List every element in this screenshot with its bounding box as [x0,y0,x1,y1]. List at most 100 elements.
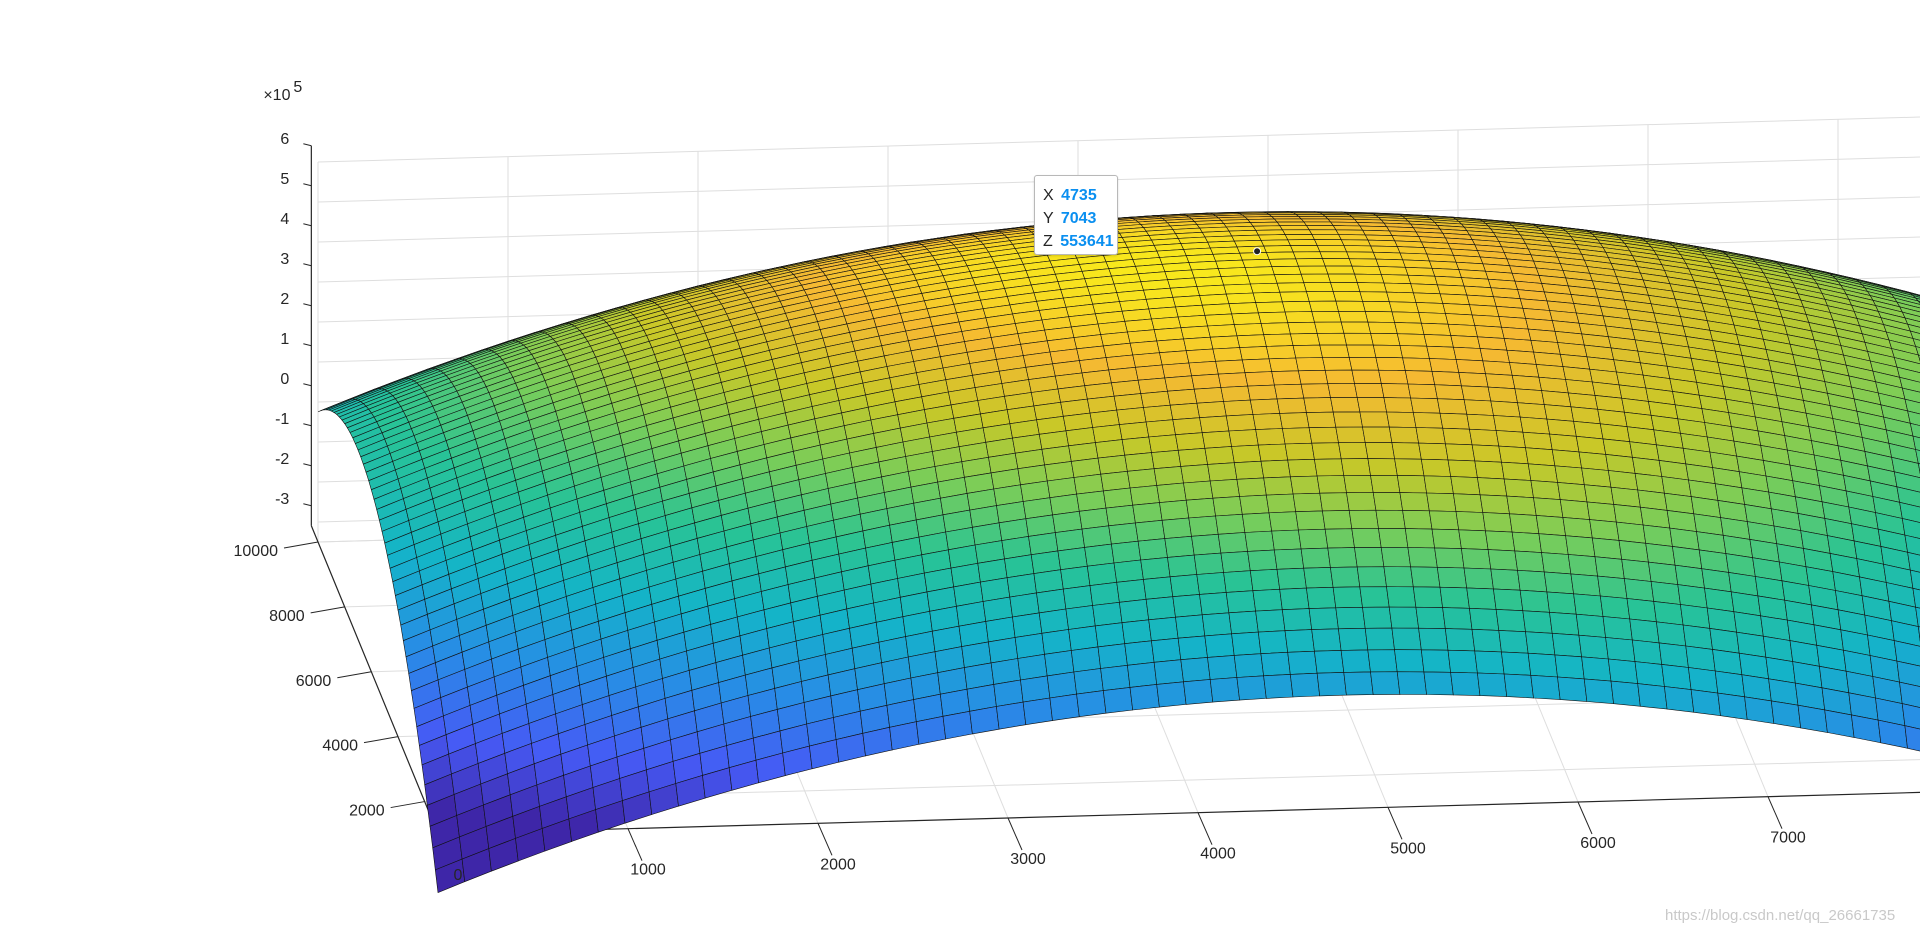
surface-face [1260,651,1291,677]
datatip-marker[interactable] [1253,247,1262,256]
surface-face [1057,547,1088,571]
surface-face [1284,442,1315,461]
surface-face [1343,332,1374,346]
x-tick-mark [817,823,833,856]
z-tick-mark [303,503,312,507]
surface-face [1140,557,1171,580]
surface-face [1343,671,1374,696]
surface-face [1148,616,1179,642]
surface-face [1525,447,1556,467]
surface-face [1300,547,1331,569]
surface-face [1479,494,1510,515]
surface-face [1073,668,1104,695]
surface-face [1308,426,1339,444]
surface-face [1394,649,1425,673]
surface-face [1428,510,1460,531]
surface-face [1503,673,1534,699]
surface-face [1113,559,1144,583]
surface-face [1591,537,1623,560]
surface-face [1396,333,1428,347]
surface-face [1904,398,1920,415]
surface-face [1522,610,1553,634]
surface-face [1266,345,1297,360]
surface-face [1364,311,1395,323]
watermark: https://blog.csdn.net/qq_26661735 [1665,907,1896,924]
z-tick-mark [303,223,312,227]
surface-face [1463,567,1494,590]
surface-face [1386,411,1417,428]
surface-face [1207,655,1238,680]
surface-face [1356,397,1387,413]
surface-face [1573,593,1604,617]
surface-face [1268,258,1299,268]
surface-face [1356,282,1387,293]
surface-face [1383,566,1414,588]
surface-face [1303,397,1334,413]
surface-face [1402,259,1433,269]
surface-face [1680,604,1711,629]
surface-face [1404,370,1436,386]
surface-face [1172,594,1203,618]
surface-face [1575,613,1606,638]
surface-face [1583,484,1615,505]
surface-face [1249,568,1281,592]
surface-face [1623,578,1655,602]
surface-face [1169,574,1200,598]
surface-face [1346,344,1377,358]
surface-face [1046,671,1077,699]
surface-face [1255,609,1286,633]
surface-face [1290,475,1321,495]
surface-face [1346,492,1377,511]
surface-face [1477,336,1508,351]
surface-face [1509,513,1540,535]
surface-face [1129,684,1160,711]
surface-face [1223,399,1254,417]
z-tick-mark [303,183,312,187]
surface-face [1372,251,1404,261]
surface-face [1450,671,1481,696]
surface-face [1495,609,1526,633]
surface-face [1271,370,1302,386]
surface-face [1215,513,1246,535]
surface-face [1437,398,1468,415]
surface-face [1442,607,1473,630]
surface-face [1314,321,1345,334]
surface-face [1431,370,1462,387]
surface-face [1490,400,1521,418]
surface-face [1402,357,1433,372]
surface-face [1316,475,1347,494]
surface-face [1541,552,1572,575]
surface-mesh[interactable] [317,211,1920,894]
surface-face [1022,697,1053,726]
surface-face [1493,415,1524,433]
surface-face [1311,310,1342,323]
surface-face [1554,465,1585,486]
surface-face [1581,656,1612,682]
surface-face [1607,658,1639,684]
surface-face [1396,475,1427,494]
surface-face [1332,225,1364,231]
surface-face [1362,606,1393,629]
surface-face [1196,284,1227,296]
surface-face [1517,402,1548,420]
surface-face [1346,251,1377,260]
surface-face [1402,510,1433,530]
surface-face [1554,654,1585,680]
surface-face [1479,348,1510,363]
surface-face [1407,274,1438,286]
surface-face [1453,346,1484,362]
surface-face [1482,512,1513,533]
surface-face [1314,650,1345,674]
surface-face [1124,640,1155,666]
surface-face [1100,664,1131,691]
surface-face [1233,323,1265,337]
surface-face [1407,383,1438,400]
surface-face [1233,653,1264,678]
surface-face [1383,282,1414,294]
surface-face [1204,446,1235,465]
surface-face [1442,427,1473,446]
datatip[interactable]: X 4735 Y 7043 Z 553641 [1034,175,1118,255]
surface-face [1159,499,1190,521]
surface-face [1909,330,1920,341]
